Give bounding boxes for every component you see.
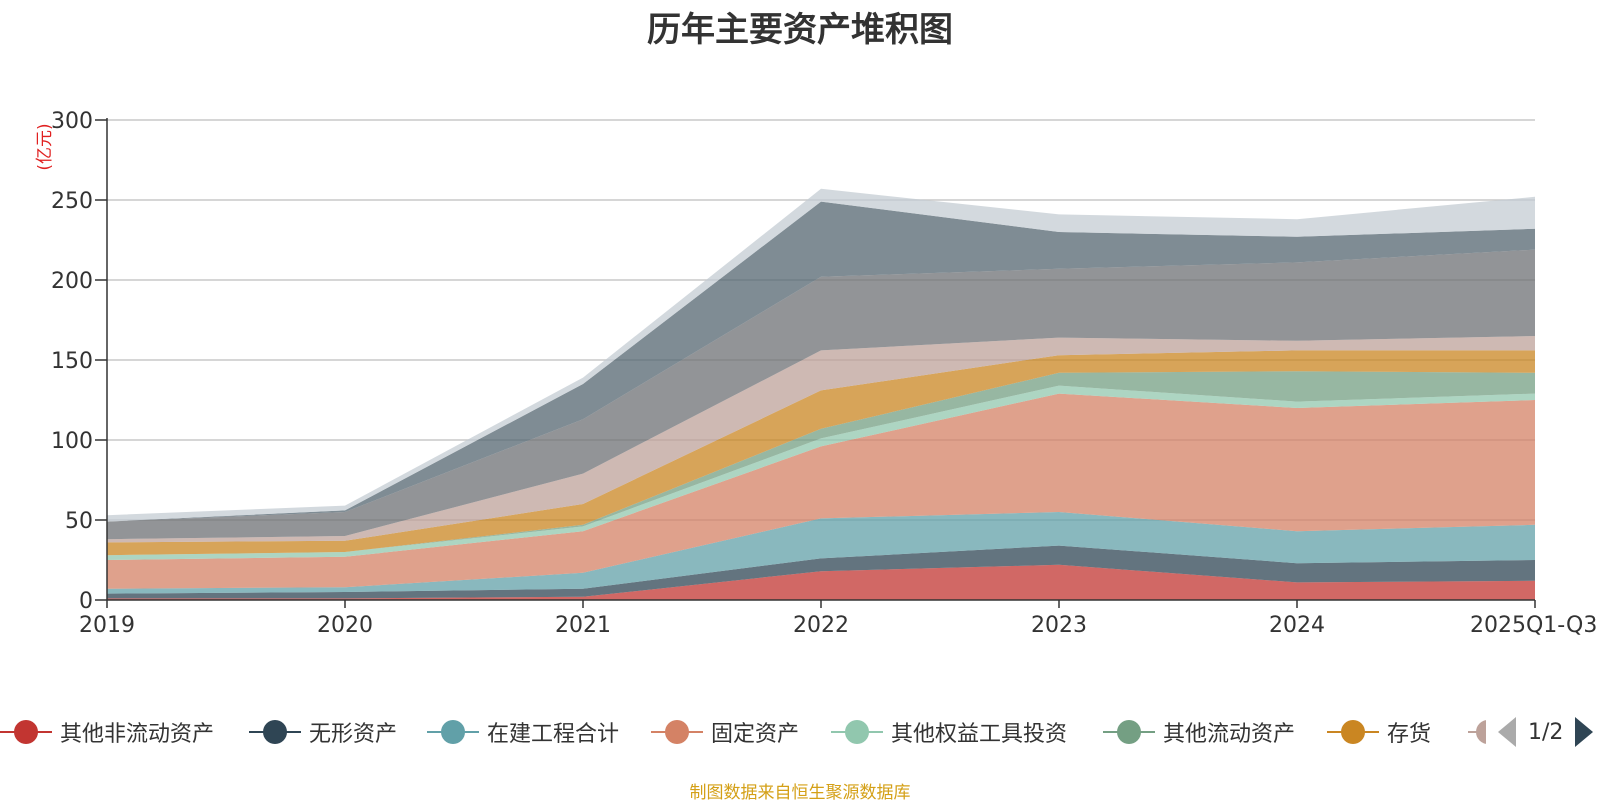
legend-next-page-button[interactable] (1575, 717, 1594, 747)
legend-partial-marker-icon (1468, 717, 1486, 747)
legend-item[interactable]: 其他非流动资产 (0, 712, 214, 752)
x-tick-label: 2023 (1031, 613, 1087, 638)
legend-item[interactable]: 无形资产 (249, 712, 397, 752)
y-tick-label: 50 (65, 509, 93, 534)
legend-prev-page-button[interactable] (1498, 717, 1516, 747)
legend-marker-icon (427, 717, 479, 747)
stacked-area-chart: 0 50 100 150 200 250 300 2019 2020 2021 2022 2023 20… (35, 109, 1597, 638)
legend-page-indicator: 1/2 (1528, 719, 1564, 745)
y-tick-label: 150 (51, 349, 93, 374)
legend-label: 无形资产 (309, 722, 398, 747)
y-tick-label: 100 (51, 429, 93, 454)
area-series-1 (107, 564, 1535, 600)
legend-item[interactable]: 固定资产 (651, 712, 799, 752)
legend-marker-icon (831, 717, 883, 747)
area-series-3 (107, 512, 1535, 594)
area-series-4 (107, 393, 1535, 589)
area-series-7 (107, 350, 1535, 556)
legend-label: 在建工程合计 (487, 722, 620, 747)
data-source-note: 制图数据来自恒生聚源数据库 (689, 783, 911, 803)
x-tick-label: 2020 (317, 613, 373, 638)
legend-marker-icon (1327, 717, 1379, 747)
chart-legend: 其他非流动资产 无形资产 在建工程合计 固定资产 其他权益工具投资 其他流动资产 存货 (0, 712, 1600, 752)
legend-item[interactable]: 在建工程合计 (427, 712, 619, 752)
x-tick-label: 2025Q1-Q3 (1470, 613, 1597, 638)
legend-item[interactable]: 其他流动资产 (1103, 712, 1295, 752)
legend-label: 固定资产 (711, 722, 800, 747)
legend-pager: 1/2 (1498, 712, 1594, 752)
area-series-2 (107, 545, 1535, 599)
y-tick-label: 0 (79, 589, 93, 614)
x-tick-label: 2021 (555, 613, 611, 638)
y-tick-label: 250 (51, 189, 93, 214)
legend-item[interactable]: 其他权益工具投资 (831, 712, 1067, 752)
legend-marker-icon (0, 717, 52, 747)
legend-marker-icon (1103, 717, 1155, 747)
legend-label: 其他权益工具投资 (891, 722, 1068, 747)
x-tick-label: 2019 (79, 613, 135, 638)
y-tick-label: 200 (51, 269, 93, 294)
area-series-5 (107, 385, 1535, 560)
y-tick-label: 300 (51, 109, 93, 134)
y-axis-unit-label: (亿元) (35, 123, 55, 170)
area-series-10 (107, 201, 1535, 522)
legend-label: 其他非流动资产 (60, 722, 215, 747)
area-series-9 (107, 249, 1535, 540)
legend-item[interactable]: 存货 (1327, 712, 1431, 752)
area-series-8 (107, 336, 1535, 543)
area-series-11 (107, 188, 1535, 522)
x-tick-label: 2024 (1269, 613, 1325, 638)
legend-marker-icon (249, 717, 301, 747)
legend-label: 其他流动资产 (1163, 722, 1296, 747)
legend-label: 存货 (1387, 722, 1432, 747)
x-tick-label: 2022 (793, 613, 849, 638)
chart-title: 历年主要资产堆积图 (647, 10, 953, 50)
legend-marker-icon (651, 717, 703, 747)
area-series-6 (107, 371, 1535, 556)
